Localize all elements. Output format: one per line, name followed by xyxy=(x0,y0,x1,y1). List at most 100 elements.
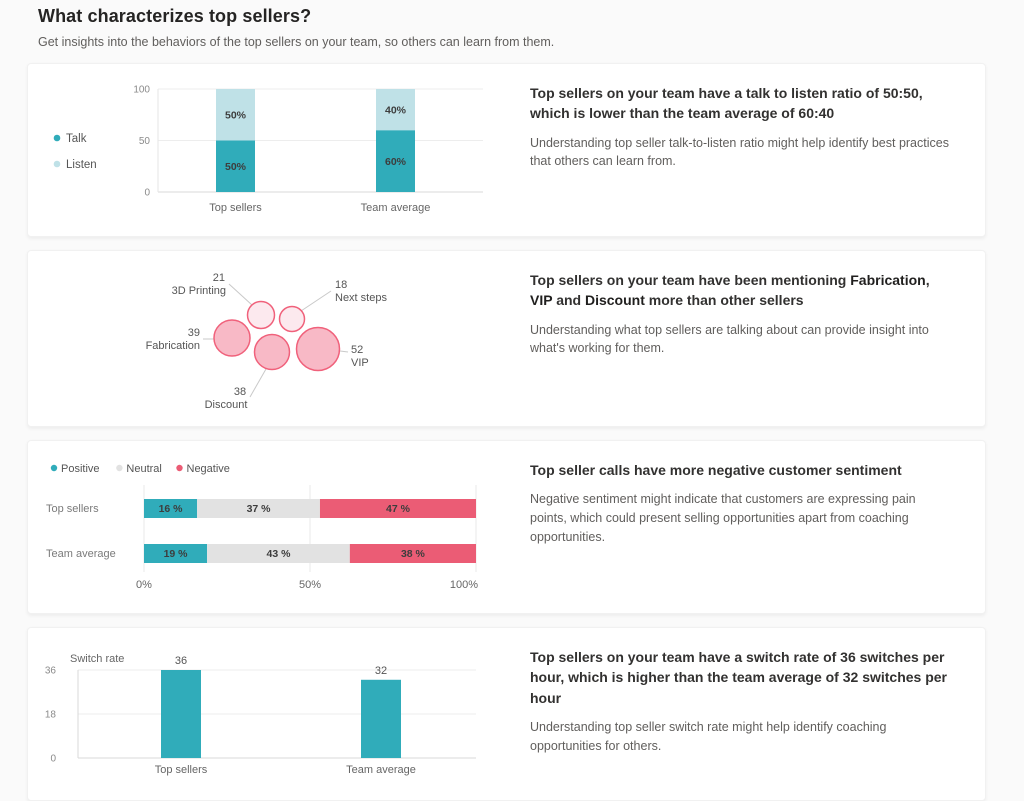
legend-item-neutral[interactable]: Neutral xyxy=(116,463,162,475)
card-heading: Top sellers on your team have a talk to … xyxy=(530,83,949,124)
bubble-discount[interactable] xyxy=(253,333,291,371)
keyword-mentions-chart-zone: 21 3D Printing 18 Next steps 39 Fabrication 52… xyxy=(28,251,508,426)
data-label: 40% xyxy=(385,104,407,116)
bubble-value: 38 xyxy=(234,386,246,398)
legend-dot xyxy=(53,160,61,168)
bar-top-sellers[interactable] xyxy=(161,670,201,758)
bar-team-average-positive[interactable] xyxy=(144,544,208,563)
insight-card-keyword-mentions: 21 3D Printing 18 Next steps 39 Fabrication 52… xyxy=(27,250,986,427)
card-heading: Top sellers on your team have a switch r… xyxy=(530,647,949,708)
insight-card-customer-sentiment: Positive Neutral Negative Top sellers 16 % 37… xyxy=(27,440,986,614)
switch-rate-bar-chart: Switch rate 36 18 0 36 Top sellers 32 Team aver… xyxy=(45,653,476,776)
talk-listen-ratio-chart-zone: 100 50 0 Talk Listen 50% 50% Top sellers 60% 40% T… xyxy=(28,64,508,236)
category-label: Top sellers xyxy=(155,764,208,776)
data-label: 19 % xyxy=(164,548,189,560)
bubble-label: Discount xyxy=(205,399,248,411)
bar-top-sellers-listen[interactable] xyxy=(216,89,255,141)
bar-top-sellers-positive[interactable] xyxy=(144,499,198,518)
heading-keyword: Discount xyxy=(584,292,645,309)
insight-cards-list: 100 50 0 Talk Listen 50% 50% Top sellers 60% 40% T… xyxy=(27,63,986,801)
heading-text: and xyxy=(552,292,585,309)
page-subtitle: Get insights into the behaviors of the t… xyxy=(38,35,555,49)
bar-team-average-negative[interactable] xyxy=(349,544,476,563)
bubble-label: VIP xyxy=(351,357,369,369)
bubble-value: 21 xyxy=(213,272,225,284)
heading-keyword: VIP xyxy=(530,292,553,309)
heading-text: Top seller calls have more negative cust… xyxy=(530,462,902,478)
talk-listen-stacked-bar-chart: 100 50 0 Talk Listen 50% 50% Top sellers 60% 40% T… xyxy=(53,85,483,214)
bar-team-average[interactable] xyxy=(361,679,401,758)
callout-line xyxy=(339,350,349,353)
y-axis-tick: 0 xyxy=(144,188,150,199)
y-axis-title: Switch rate xyxy=(70,653,124,665)
heading-text: Top sellers on your team have a talk to … xyxy=(530,85,923,122)
callout-line xyxy=(228,283,253,306)
page-title: What characterizes top sellers? xyxy=(38,6,312,26)
customer-sentiment-text-zone: Top seller calls have more negative cust… xyxy=(508,441,985,613)
category-label: Top sellers xyxy=(209,202,262,214)
bubble-value: 18 xyxy=(335,279,347,291)
bubble-vip[interactable] xyxy=(295,326,341,372)
y-axis-tick: 36 xyxy=(45,666,57,677)
legend-dot xyxy=(50,464,58,472)
data-label: 37 % xyxy=(247,503,272,515)
bar-top-sellers-negative[interactable] xyxy=(319,499,476,518)
y-axis-tick: 0 xyxy=(50,754,56,765)
bubble-next-steps[interactable] xyxy=(278,305,306,333)
legend-dot xyxy=(53,134,61,142)
bubble-value: 52 xyxy=(351,344,363,356)
customer-sentiment-chart-zone: Positive Neutral Negative Top sellers 16 % 37… xyxy=(28,441,508,613)
data-label: 36 xyxy=(175,655,187,667)
heading-text: , xyxy=(925,272,930,288)
switch-rate-text-zone: Top sellers on your team have a switch r… xyxy=(508,628,985,800)
legend-label: Neutral xyxy=(126,463,161,475)
row-label: Top sellers xyxy=(46,503,99,515)
legend-label: Positive xyxy=(61,463,100,475)
y-axis-tick: 100 xyxy=(133,85,150,96)
bar-team-average-neutral[interactable] xyxy=(207,544,350,563)
heading-text: Top sellers on your team have been menti… xyxy=(530,272,851,288)
card-body: Negative sentiment might indicate that c… xyxy=(530,492,916,544)
card-body: Understanding top seller talk-to-listen … xyxy=(530,135,949,169)
legend-label: Listen xyxy=(66,159,97,171)
bar-team-average-listen[interactable] xyxy=(376,89,415,131)
data-label: 43 % xyxy=(266,548,291,560)
callout-line xyxy=(300,290,332,312)
insight-card-switch-rate: Switch rate 36 18 0 36 Top sellers 32 Team aver… xyxy=(27,627,986,801)
heading-keyword: Fabrication xyxy=(850,272,926,288)
category-label: Team average xyxy=(346,764,416,776)
legend-dot xyxy=(116,464,123,472)
data-label: 47 % xyxy=(386,503,411,515)
x-axis-tick: 100% xyxy=(450,579,478,591)
keyword-mentions-text-zone: Top sellers on your team have been menti… xyxy=(508,251,985,426)
legend-label: Negative xyxy=(187,463,230,475)
legend-dot xyxy=(176,464,183,472)
heading-text: more than other sellers xyxy=(644,292,804,309)
card-body: Understanding top seller switch rate mig… xyxy=(530,719,887,753)
legend-item-talk[interactable]: Talk xyxy=(53,133,87,145)
legend-item-listen[interactable]: Listen xyxy=(53,159,97,171)
bubble-label: 3D Printing xyxy=(172,285,226,297)
data-label: 60% xyxy=(385,156,407,168)
bar-top-sellers-neutral[interactable] xyxy=(197,499,320,518)
y-axis-tick: 50 xyxy=(139,136,151,147)
legend-item-negative[interactable]: Negative xyxy=(176,463,230,475)
bubble-fabrication[interactable] xyxy=(213,319,251,357)
switch-rate-chart-zone: Switch rate 36 18 0 36 Top sellers 32 Team aver… xyxy=(28,628,508,800)
bubble-label: Next steps xyxy=(335,292,387,304)
category-label: Team average xyxy=(361,202,431,214)
card-body: Understanding what top sellers are talki… xyxy=(530,322,929,356)
bar-top-sellers-talk[interactable] xyxy=(216,140,255,193)
row-label: Team average xyxy=(46,548,116,560)
bubble-label: Fabrication xyxy=(146,340,200,352)
y-axis-tick: 18 xyxy=(45,710,57,721)
x-axis-tick: 0% xyxy=(136,579,152,591)
bar-team-average-talk[interactable] xyxy=(376,130,415,192)
bubble-value: 39 xyxy=(188,327,200,339)
legend-item-positive[interactable]: Positive xyxy=(50,463,100,475)
x-axis-tick: 50% xyxy=(299,579,321,591)
bubble-3d-printing[interactable] xyxy=(246,300,276,330)
insight-card-talk-listen-ratio: 100 50 0 Talk Listen 50% 50% Top sellers 60% 40% T… xyxy=(27,63,986,237)
